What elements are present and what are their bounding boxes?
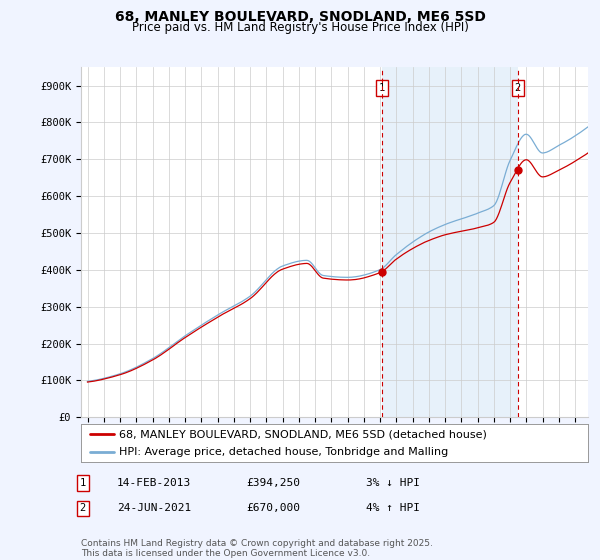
Text: 1: 1: [80, 478, 86, 488]
Text: 2: 2: [515, 83, 521, 93]
Text: £394,250: £394,250: [246, 478, 300, 488]
Text: £670,000: £670,000: [246, 503, 300, 514]
Text: 2: 2: [80, 503, 86, 514]
Bar: [382, 67, 518, 417]
Text: 24-JUN-2021: 24-JUN-2021: [117, 503, 191, 514]
Text: 68, MANLEY BOULEVARD, SNODLAND, ME6 5SD (detached house): 68, MANLEY BOULEVARD, SNODLAND, ME6 5SD …: [119, 429, 487, 439]
Text: 14-FEB-2013: 14-FEB-2013: [117, 478, 191, 488]
Text: 1: 1: [379, 83, 385, 93]
Text: Contains HM Land Registry data © Crown copyright and database right 2025.
This d: Contains HM Land Registry data © Crown c…: [81, 539, 433, 558]
Text: 68, MANLEY BOULEVARD, SNODLAND, ME6 5SD: 68, MANLEY BOULEVARD, SNODLAND, ME6 5SD: [115, 10, 485, 24]
Text: 3% ↓ HPI: 3% ↓ HPI: [366, 478, 420, 488]
Text: HPI: Average price, detached house, Tonbridge and Malling: HPI: Average price, detached house, Tonb…: [119, 447, 448, 457]
Text: Price paid vs. HM Land Registry's House Price Index (HPI): Price paid vs. HM Land Registry's House …: [131, 21, 469, 34]
Text: 4% ↑ HPI: 4% ↑ HPI: [366, 503, 420, 514]
